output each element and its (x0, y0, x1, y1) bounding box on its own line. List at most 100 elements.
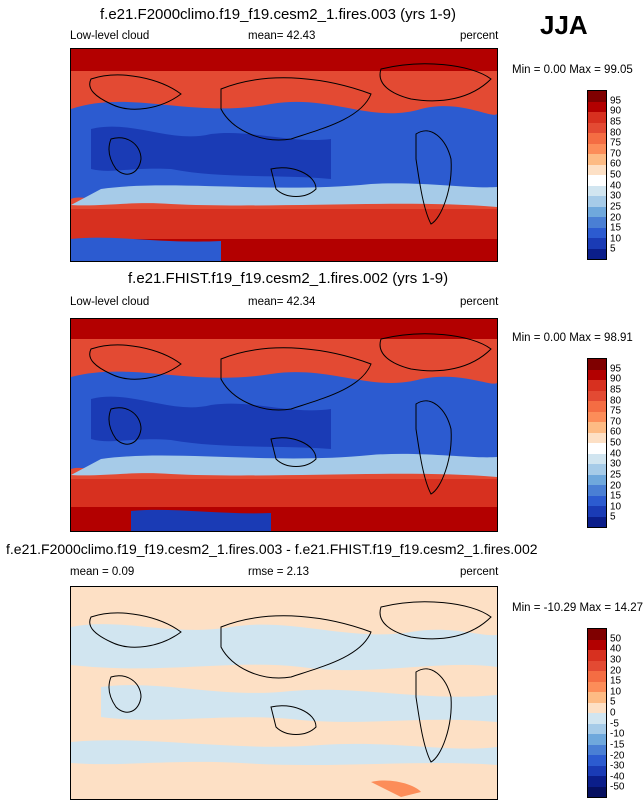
panel-3-title: f.e21.F2000climo.f19_f19.cesm2_1.fires.0… (6, 541, 538, 557)
colorbar-swatch (588, 660, 606, 671)
colorbar-tick: 30 (610, 654, 622, 666)
panel-2-units: percent (460, 296, 499, 308)
colorbar-swatch (588, 671, 606, 682)
colorbar-swatch (588, 101, 606, 112)
colorbar-tick: -5 (610, 718, 619, 730)
colorbar-tick: 40 (610, 643, 622, 655)
panel-2-colorbar (587, 358, 607, 528)
season-label: JJA (540, 10, 588, 40)
colorbar-tick: -10 (610, 728, 625, 740)
colorbar-swatch (588, 464, 606, 475)
colorbar-swatch (588, 495, 606, 506)
panel-3-map (70, 586, 498, 800)
colorbar-tick: 5 (610, 243, 616, 255)
colorbar-swatch (588, 227, 606, 238)
panel-1-units: percent (460, 30, 499, 42)
colorbar-swatch (588, 369, 606, 380)
colorbar-swatch (588, 390, 606, 401)
colorbar-tick: 85 (610, 116, 622, 128)
colorbar-tick: -15 (610, 739, 625, 751)
colorbar-swatch (588, 453, 606, 464)
colorbar-tick: 25 (610, 469, 622, 481)
colorbar-swatch (588, 238, 606, 249)
colorbar-tick: 95 (610, 363, 622, 375)
colorbar-tick: 75 (610, 405, 622, 417)
colorbar-swatch (588, 776, 606, 787)
colorbar-swatch (588, 432, 606, 443)
panel-3-colorbar (587, 628, 607, 798)
colorbar-swatch (588, 629, 606, 640)
colorbar-swatch (588, 755, 606, 766)
colorbar-swatch (588, 217, 606, 228)
panel-2-left-label: Low-level cloud (70, 296, 150, 308)
colorbar-swatch (588, 248, 606, 259)
colorbar-tick: 75 (610, 137, 622, 149)
panel-1-minmax: Min = 0.00 Max = 99.05 (512, 64, 633, 76)
panel-3-mean: mean = 0.09 (70, 566, 135, 578)
colorbar-tick: 80 (610, 395, 622, 406)
colorbar-tick: 0 (610, 707, 616, 719)
colorbar-tick: 10 (610, 501, 622, 513)
colorbar-tick: 95 (610, 95, 622, 107)
colorbar-swatch (588, 681, 606, 692)
colorbar-tick: 20 (610, 665, 622, 676)
colorbar-tick: 10 (610, 686, 622, 698)
panel-1-left-label: Low-level cloud (70, 30, 150, 42)
colorbar-tick: -20 (610, 750, 625, 761)
colorbar-swatch (588, 196, 606, 207)
colorbar-swatch (588, 112, 606, 123)
colorbar-tick: 20 (610, 480, 622, 491)
colorbar-swatch (588, 786, 606, 797)
panel-2-title: f.e21.FHIST.f19_f19.cesm2_1.fires.002 (y… (128, 270, 449, 287)
colorbar-tick: 80 (610, 127, 622, 138)
colorbar-swatch (588, 411, 606, 422)
colorbar-swatch (588, 650, 606, 661)
colorbar-swatch (588, 175, 606, 186)
colorbar-tick: -40 (610, 771, 625, 783)
colorbar-swatch (588, 723, 606, 734)
colorbar-swatch (588, 443, 606, 454)
colorbar-tick: 50 (610, 633, 622, 645)
colorbar-tick: 90 (610, 105, 622, 117)
colorbar-tick: 30 (610, 458, 622, 470)
colorbar-tick: 50 (610, 437, 622, 449)
colorbar-swatch (588, 401, 606, 412)
panel-3-minmax: Min = -10.29 Max = 14.27 (512, 602, 644, 614)
colorbar-swatch (588, 485, 606, 496)
colorbar-tick: -50 (610, 781, 625, 793)
colorbar-swatch (588, 154, 606, 165)
colorbar-swatch (588, 765, 606, 776)
panel-3-rmse: rmse = 2.13 (248, 566, 310, 578)
colorbar-swatch (588, 639, 606, 650)
colorbar-swatch (588, 702, 606, 713)
colorbar-tick: 70 (610, 148, 622, 160)
panel-2-minmax: Min = 0.00 Max = 98.91 (512, 332, 633, 344)
panel-1-title: f.e21.F2000climo.f19_f19.cesm2_1.fires.0… (100, 6, 457, 23)
panel-2-map (70, 318, 498, 532)
colorbar-swatch (588, 359, 606, 370)
colorbar-tick: 90 (610, 373, 622, 385)
colorbar-tick: 15 (610, 490, 622, 502)
colorbar-swatch (588, 143, 606, 154)
panel-2-colorbar-ticks: 95 90 85 80 75 70 60 50 40 30 25 20 15 1… (610, 358, 634, 528)
colorbar-swatch (588, 474, 606, 485)
colorbar-tick: 40 (610, 448, 622, 460)
colorbar-swatch (588, 206, 606, 217)
colorbar-swatch (588, 122, 606, 133)
colorbar-swatch (588, 380, 606, 391)
colorbar-tick: 50 (610, 169, 622, 181)
colorbar-tick: 70 (610, 416, 622, 428)
colorbar-tick: 5 (610, 696, 616, 708)
colorbar-swatch (588, 185, 606, 196)
colorbar-tick: 15 (610, 222, 622, 234)
panel-1-cloud-field (71, 49, 497, 261)
panel-3-colorbar-ticks: 50 40 30 20 15 10 5 0 -5 -10 -15 -20 -30… (610, 628, 634, 798)
panel-1-colorbar-ticks: 95 90 85 80 75 70 60 50 40 30 25 20 15 1… (610, 90, 634, 260)
colorbar-tick: -30 (610, 760, 625, 772)
panel-1-colorbar (587, 90, 607, 260)
panel-2-mean: mean= 42.34 (248, 296, 316, 308)
colorbar-tick: 20 (610, 212, 622, 223)
panel-1-map (70, 48, 498, 262)
colorbar-tick: 60 (610, 426, 622, 438)
colorbar-swatch (588, 692, 606, 703)
